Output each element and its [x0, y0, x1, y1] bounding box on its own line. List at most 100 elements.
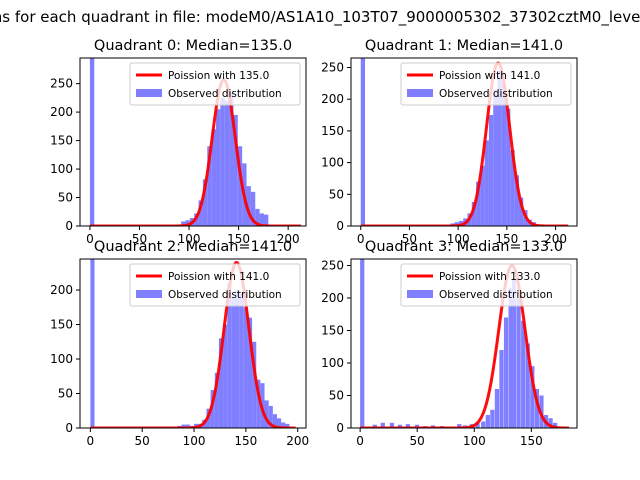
histogram-bar [252, 341, 257, 428]
histogram-bar [511, 278, 517, 428]
y-tick-label: 50 [329, 389, 344, 403]
histogram-bar [215, 109, 221, 226]
legend-label-poisson: Poission with 141.0 [439, 70, 540, 82]
legend-label-observed: Observed distribution [439, 289, 553, 301]
y-tick-label: 250 [321, 61, 344, 75]
legend-label-poisson: Poission with 135.0 [168, 70, 269, 82]
y-tick-label: 150 [321, 324, 344, 338]
histogram-bar [247, 317, 253, 428]
legend-label-poisson: Poission with 133.0 [439, 271, 540, 283]
y-tick-label: 100 [321, 356, 344, 370]
poisson-curve [359, 61, 570, 226]
histogram-bar [514, 175, 519, 226]
histogram-bar [454, 222, 459, 226]
y-tick-label: 0 [65, 421, 73, 435]
histogram-bar [360, 58, 366, 226]
histogram-bar [490, 409, 495, 428]
axes-frame [79, 258, 307, 429]
histogram-bar [250, 191, 256, 226]
histogram-bar [530, 366, 535, 428]
histogram-bar [503, 317, 509, 428]
x-tick-label: 200 [277, 232, 300, 246]
histogram-bar [239, 293, 244, 428]
histogram-bar [457, 424, 462, 428]
histogram-bar [481, 421, 486, 428]
axes-frame [350, 258, 578, 429]
histogram-bar [89, 58, 95, 226]
x-tick-label: 50 [135, 434, 150, 448]
histogram-bar [210, 390, 215, 428]
histogram-bar [227, 283, 232, 428]
histogram-bar [276, 418, 282, 428]
legend-label-poisson: Poission with 141.0 [168, 271, 269, 283]
x-tick-label: 150 [520, 434, 543, 448]
histogram-bar [185, 424, 190, 428]
y-tick-label: 250 [50, 77, 73, 91]
legend-bar-swatch [407, 89, 433, 97]
axes-frame [79, 57, 307, 227]
y-tick-label: 50 [58, 387, 73, 401]
x-tick-label: 50 [132, 232, 147, 246]
histogram-bar [516, 298, 521, 428]
histogram-bar [405, 424, 411, 428]
histogram-bar [185, 220, 190, 226]
histogram-bar [202, 179, 208, 226]
plot-area [89, 58, 302, 226]
y-tick-label: 0 [336, 219, 344, 233]
y-tick-label: 150 [321, 124, 344, 138]
y-tick-label: 100 [50, 352, 73, 366]
histogram-bar [256, 379, 261, 428]
histogram-bar [218, 338, 224, 428]
y-tick-label: 200 [50, 105, 73, 119]
y-tick-label: 200 [321, 92, 344, 106]
y-tick-label: 150 [50, 318, 73, 332]
y-tick-label: 150 [50, 134, 73, 148]
x-tick-label: 0 [357, 232, 365, 246]
subplot-title: Quadrant 2: Median=141.0 [94, 239, 292, 255]
subplot-0: 0 50 100 150 200 0 50 100 150 200 250 Quadrant 0: M… [50, 38, 307, 246]
histogram-bar [246, 186, 251, 226]
legend-bar-swatch [136, 290, 162, 298]
legend-label-observed: Observed distribution [439, 88, 553, 100]
histogram-bar [281, 422, 286, 428]
x-tick-label: 100 [183, 434, 206, 448]
x-tick-label: 100 [178, 232, 201, 246]
histogram-bar [414, 424, 420, 428]
histogram-bar [263, 214, 269, 226]
histogram-bar [181, 221, 186, 226]
histogram-bar [548, 418, 553, 428]
legend: Poission with 135.0 Observed distribution [129, 62, 301, 106]
x-tick-label: 0 [87, 434, 95, 448]
histogram-bar [389, 422, 395, 428]
y-tick-label: 50 [58, 191, 73, 205]
histogram-bar [237, 146, 243, 226]
histogram-bar [235, 290, 240, 428]
histogram-bar [231, 296, 236, 428]
histogram-bar [214, 372, 219, 428]
subplot-1: 0 50 100 150 200 0 50 100 150 200 250 Quadrant 1: M… [321, 38, 578, 246]
legend: Poission with 133.0 Observed distribution [400, 263, 572, 307]
histogram-bar [207, 146, 212, 226]
histogram-bar [380, 422, 385, 428]
x-tick-label: 0 [86, 232, 94, 246]
histogram-bar [255, 208, 260, 226]
x-tick-label: 100 [463, 434, 486, 448]
histogram-bar [223, 324, 228, 428]
axes-frame [350, 57, 578, 227]
histogram-bar [525, 343, 530, 428]
y-tick-label: 100 [321, 156, 344, 170]
histogram-bar [484, 140, 489, 226]
x-tick-label: 200 [286, 434, 309, 448]
plot-area [359, 259, 570, 428]
histogram-bar [285, 423, 290, 428]
plot-area [359, 58, 570, 226]
y-tick-label: 200 [321, 291, 344, 305]
histogram-bar [211, 129, 216, 226]
histogram-bar [90, 259, 95, 428]
histogram-bar [220, 97, 225, 226]
x-tick-label: 150 [234, 434, 257, 448]
histogram-bar [264, 400, 269, 428]
histogram-bar [518, 197, 524, 226]
histogram-bar [397, 424, 403, 428]
